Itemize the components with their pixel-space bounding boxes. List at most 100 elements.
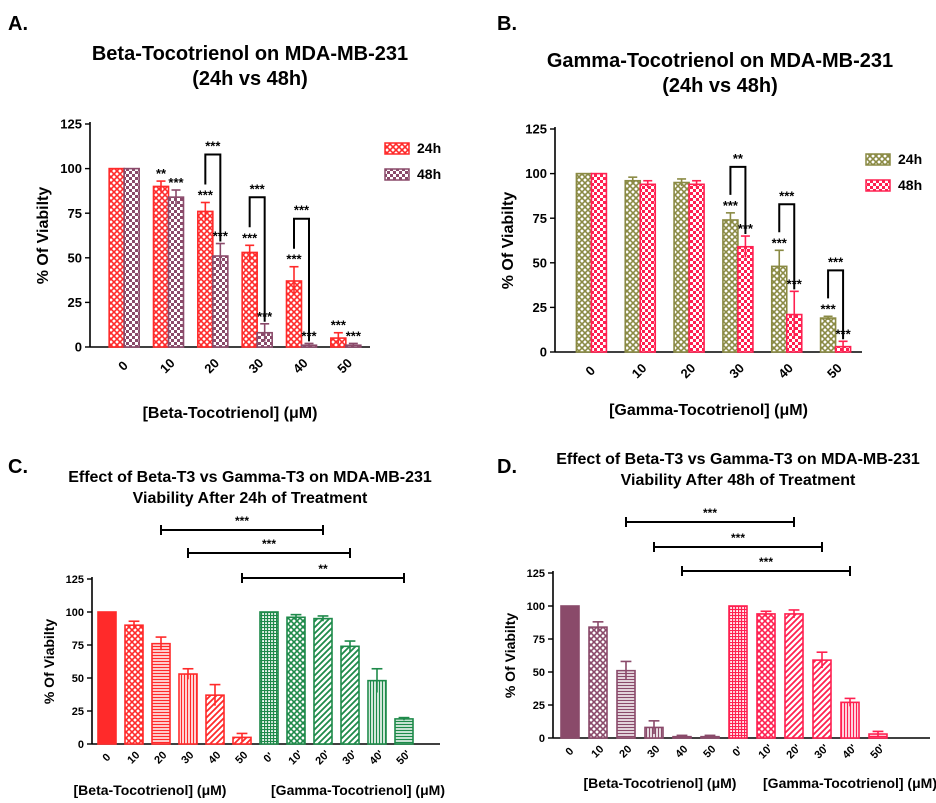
x-tick-label: 10': [756, 742, 775, 761]
x-tick-label: 40: [290, 355, 311, 376]
bar: [722, 219, 739, 353]
legend-label: 48h: [898, 177, 922, 193]
y-tick-label: 75: [533, 634, 545, 646]
x-tick-label: 40: [775, 360, 796, 381]
comparison-bracket: [293, 217, 310, 342]
x-axis-label: [Beta-Tocotrienol] (μM): [143, 405, 318, 422]
y-tick-label: 100: [527, 601, 545, 613]
bar: [167, 196, 185, 348]
comparison-label: ***: [828, 254, 844, 269]
x-tick-label: 20': [313, 748, 332, 767]
chart-panel-a: A. Beta-Tocotrienol on MDA-MB-231 (24h vs …: [8, 13, 441, 422]
chart-title: Effect of Beta-T3 vs Gamma-T3 on MDA-MB-…: [68, 469, 432, 486]
significance-label: ***: [198, 187, 214, 202]
bar: [737, 245, 754, 353]
bar: [756, 613, 776, 739]
bar: [560, 605, 580, 739]
significance-label: ***: [331, 318, 347, 333]
bar: [124, 624, 144, 745]
x-tick-label: 50': [394, 748, 413, 767]
x-tick-label: 0: [115, 358, 131, 374]
panel-label: C.: [8, 456, 28, 478]
bar: [688, 183, 705, 353]
comparison-bracket: [827, 269, 845, 340]
chart-subtitle: Viability After 24h of Treatment: [133, 490, 368, 507]
y-tick-label: 100: [66, 607, 84, 619]
x-tick-label: 50: [824, 360, 845, 381]
bar: [340, 645, 360, 745]
bar: [152, 185, 170, 348]
x-axis-label-beta: [Beta-Tocotrienol] (μM): [584, 775, 737, 791]
legend-label: 48h: [417, 166, 441, 182]
legend-swatch: [384, 142, 410, 155]
x-tick-label: 30: [246, 355, 267, 376]
x-tick-label: 0: [100, 751, 113, 764]
bar: [197, 210, 214, 348]
legend-swatch: [865, 179, 891, 192]
comparison-bracket: [778, 203, 796, 290]
y-tick-label: 75: [72, 640, 84, 652]
y-tick-label: 0: [75, 340, 82, 355]
panel-label: A.: [8, 13, 28, 35]
x-tick-label: 10: [125, 749, 142, 766]
y-tick-label: 25: [68, 295, 82, 310]
significance-label: ***: [346, 328, 362, 343]
x-tick-label: 0: [582, 363, 598, 379]
significance-label: ***: [168, 175, 184, 190]
y-tick-label: 100: [525, 166, 547, 181]
bar: [840, 701, 860, 739]
bar: [108, 167, 125, 348]
comparison-bracket: [729, 165, 747, 235]
chart-title: Beta-Tocotrienol on MDA-MB-231: [92, 43, 408, 65]
x-tick-label: 40: [206, 749, 223, 766]
bar: [259, 611, 279, 745]
x-tick-label: 40: [673, 743, 690, 760]
x-axis-label: [Gamma-Tocotrienol] (μM): [609, 402, 808, 419]
significance-label: ***: [723, 198, 739, 213]
comparison-label: **: [733, 151, 744, 166]
x-tick-label: 30: [179, 749, 196, 766]
comparison-label: ***: [250, 181, 266, 196]
bar: [673, 181, 690, 353]
x-tick-label: 10': [286, 748, 305, 767]
x-tick-label: 0': [262, 750, 277, 765]
significance-label: ***: [772, 235, 788, 250]
comparison-bracket: [248, 196, 266, 322]
chart-subtitle: Viability After 48h of Treatment: [621, 472, 856, 489]
comparison-label: ***: [205, 138, 221, 153]
bar: [123, 167, 140, 348]
y-tick-label: 0: [540, 345, 547, 360]
y-tick-label: 100: [60, 161, 82, 176]
legend-swatch: [384, 168, 410, 181]
y-tick-label: 25: [533, 300, 547, 315]
x-tick-label: 10: [157, 355, 178, 376]
bar: [819, 317, 837, 353]
x-tick-label: 40': [840, 742, 859, 761]
chart-subtitle: (24h vs 48h): [662, 75, 778, 97]
significance-label: **: [156, 166, 167, 181]
x-tick-label: 30': [812, 742, 831, 761]
bar: [590, 172, 608, 353]
bar: [97, 611, 117, 745]
comparison-label: ***: [759, 555, 773, 569]
x-tick-label: 50': [868, 742, 887, 761]
comparison-bracket: [204, 153, 222, 242]
x-tick-label: 10: [629, 360, 650, 381]
x-tick-label: 0': [731, 744, 746, 759]
bar: [812, 659, 832, 739]
bar: [575, 172, 593, 353]
comparison-label: ***: [731, 531, 745, 545]
y-tick-label: 50: [72, 673, 84, 685]
y-tick-label: 0: [539, 733, 545, 745]
bar: [616, 669, 636, 739]
bar: [313, 617, 333, 745]
y-tick-label: 125: [66, 574, 84, 586]
comparison-label: ***: [235, 514, 249, 528]
bar: [639, 183, 657, 353]
comparison-label: ***: [262, 537, 276, 551]
bar: [178, 673, 198, 745]
y-axis-label: % Of Viabilty: [35, 187, 52, 285]
chart-title: Effect of Beta-T3 vs Gamma-T3 on MDA-MB-…: [556, 451, 920, 468]
panel-label: B.: [497, 13, 517, 35]
